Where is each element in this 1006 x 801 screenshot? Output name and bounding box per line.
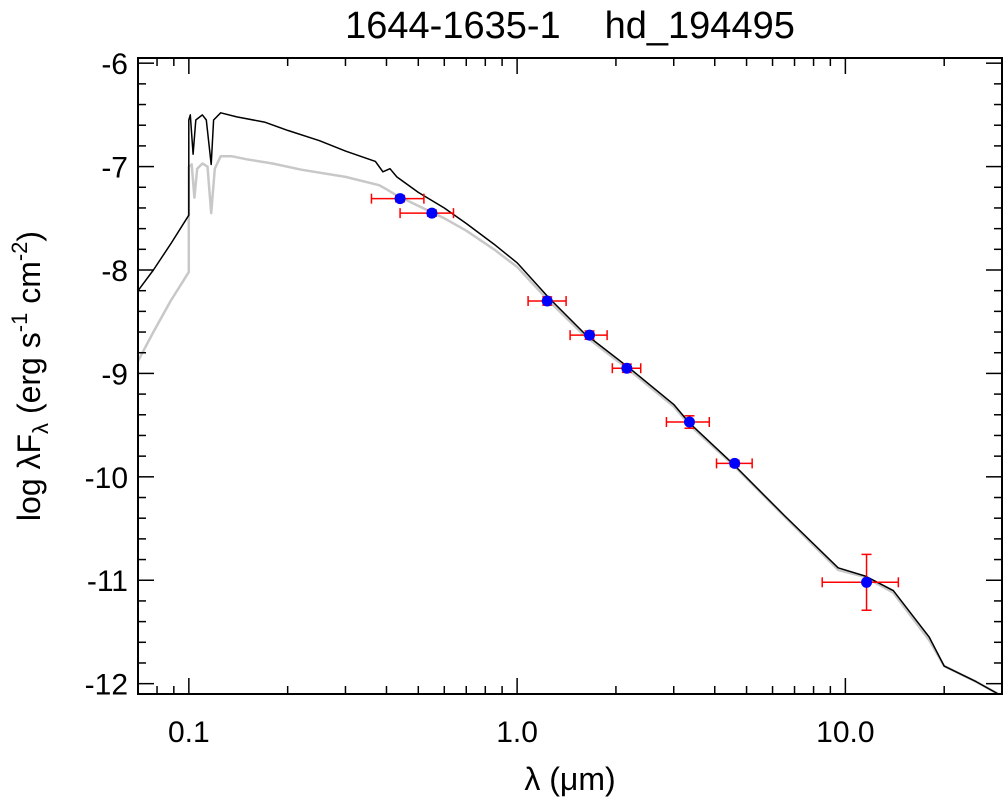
y-tick-label: -12	[85, 669, 128, 702]
y-tick-label: -8	[101, 255, 128, 288]
photometry-marker	[584, 329, 596, 341]
photometry-marker	[426, 207, 438, 219]
photometry-point	[611, 362, 642, 374]
y-tick-label: -9	[101, 358, 128, 391]
photometry-marker	[541, 295, 553, 307]
y-label-units2: cm	[11, 261, 47, 313]
x-axis-label: λ (μm)	[524, 761, 615, 797]
photometry-point	[715, 457, 753, 469]
photometry-marker	[621, 362, 633, 374]
y-label-close: )	[11, 231, 47, 242]
y-axis-label: log λFλ (erg s-1 cm-2)	[7, 231, 53, 521]
model-line-unreddened	[138, 112, 1000, 694]
photometry-point	[569, 329, 608, 341]
photometry-marker	[861, 576, 873, 588]
y-label-sup1: -1	[7, 313, 32, 333]
photometry-point	[527, 295, 567, 307]
plot-frame	[137, 57, 1003, 695]
y-tick-label: -7	[101, 152, 128, 185]
chart-title-id: 1644-1635-1	[345, 5, 561, 47]
x-tick-label: 10.0	[816, 716, 874, 749]
photometry-point	[370, 193, 425, 205]
photometry-point	[665, 415, 711, 429]
photometry-point	[821, 553, 900, 611]
chart-title: 1644-1635-1 hd_194495	[345, 5, 795, 47]
photometry-marker	[394, 193, 406, 205]
photometry-marker	[729, 457, 741, 469]
y-label-main: log λF	[11, 434, 47, 521]
y-label-units: (erg s	[11, 332, 47, 423]
axis-ticks: 0.1 1.0 10.0 -6 -7 -8 -9 -10 -11 -12	[85, 48, 1002, 749]
model-line-reddened	[138, 154, 1001, 694]
chart-title-star: hd_194495	[605, 5, 795, 47]
y-tick-label: -10	[85, 462, 128, 495]
photometry-point	[399, 207, 455, 219]
x-tick-label: 0.1	[168, 716, 210, 749]
photometry-marker	[683, 416, 695, 428]
y-tick-label: -11	[87, 565, 128, 598]
y-tick-label: -6	[101, 48, 128, 81]
plot-content	[138, 112, 1001, 694]
y-label-sup2: -2	[7, 242, 32, 262]
y-label-subscript: λ	[28, 423, 53, 434]
x-tick-label: 1.0	[496, 716, 538, 749]
